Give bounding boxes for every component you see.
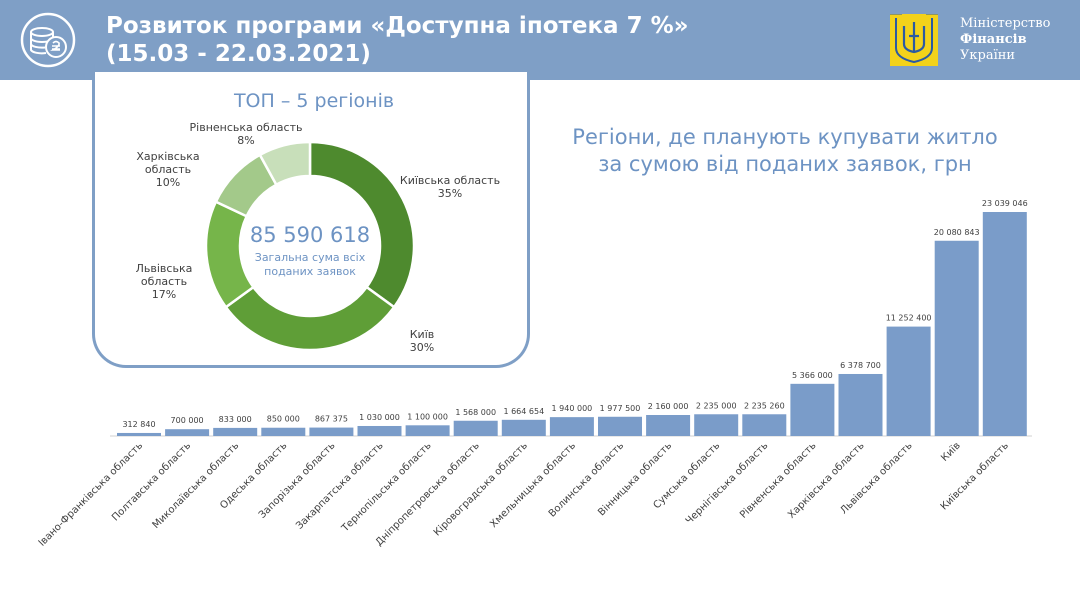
donut-center-value: 85 590 618 [250,223,370,247]
donut-center-caption-2: поданих заявок [264,265,356,278]
bar-value-label: 1 977 500 [600,404,641,413]
bar-category-label: Рівненська область [737,440,818,521]
bar-category-label: Миколаївська область [151,440,242,531]
bar-category-label: Київ [939,440,963,464]
donut-slice-label: Львівська область [136,262,193,288]
donut-slice-percent: 10% [156,176,180,189]
bar [357,425,402,436]
bar-value-label: 20 080 843 [934,228,980,237]
bar-value-label: 6 378 700 [840,361,881,370]
donut-slice-label: Київ [410,328,435,341]
bar-chart-title-line-2: за сумою від поданих заявок, грн [598,152,972,176]
bar [549,417,594,436]
ministry-line-3: України [960,48,1016,63]
bar [598,416,642,436]
bar [694,414,739,436]
bar [646,414,691,436]
bar [453,420,498,436]
donut-slice [224,285,396,352]
bar-value-label: 867 375 [315,415,348,424]
bar [982,212,1027,436]
bar-category-label: Запорізька область [256,440,337,521]
ministry-line-1: Міністерство [960,16,1051,31]
donut-center-caption-1: Загальна сума всіх [255,251,366,264]
bar [934,240,979,436]
bar [117,432,161,436]
bar [790,383,835,436]
bar-value-label: 1 940 000 [552,404,593,413]
header-banner: Розвиток програми «Доступна іпотека 7 %»… [0,0,1080,80]
bar [501,419,546,436]
donut-slice-percent: 30% [410,341,434,354]
bar [165,429,210,436]
donut-slice-label: Київська область [400,174,500,187]
ministry-line-2: Фінансів [960,32,1027,47]
bar-value-label: 312 840 [122,420,155,429]
bar-value-label: 2 235 000 [696,401,737,410]
donut-slice-label: Рівненська область [190,121,303,134]
bar-value-label: 2 235 260 [744,401,785,410]
bar-value-label: 5 366 000 [792,371,833,380]
bar-category-label: Харківська область [785,440,866,521]
bar-category-label: Тернопільська область [339,440,434,535]
page-title-line-2: (15.03 - 22.03.2021) [106,41,371,67]
bar-value-label: 1 568 000 [455,408,496,417]
bar-value-label: 700 000 [171,416,204,425]
bar-category-label: Івано-Франківська область [36,440,145,549]
donut-slice-percent: 35% [438,187,462,200]
donut-slice [258,140,312,187]
bar [838,373,883,436]
bar-category-label: Кіровоградська область [431,440,530,539]
bar-chart: 312 840 Івано-Франківська область 700 000 П… [36,199,1032,549]
bar-value-label: 2 160 000 [648,402,689,411]
bar-category-label: Чернігівська область [683,440,770,527]
bar-value-label: 1 100 000 [407,412,448,421]
page-title-line-1: Розвиток програми «Доступна іпотека 7 %» [106,13,689,39]
donut-slice-percent: 8% [237,134,254,147]
bar [405,425,450,436]
bar-chart-title-line-1: Регіони, де планують купувати житло [572,125,998,149]
bar-value-label: 833 000 [219,415,252,424]
bar-category-label: Закарпатська область [294,440,386,532]
coins-hryvnia-icon [20,12,76,68]
bar-category-label: Дніпропетровська область [373,440,482,549]
bar-chart-title: Регіони, де планують купувати житло за с… [560,124,1010,178]
bar-value-label: 850 000 [267,415,300,424]
donut-slice-percent: 17% [152,288,176,301]
bar [213,427,258,436]
bar [309,427,354,436]
donut-slice-label: Харківська область [136,150,199,176]
bar-value-label: 1 664 654 [503,407,544,416]
bar [742,414,787,436]
donut-title: ТОП – 5 регіонів [233,90,395,112]
bar-value-label: 11 252 400 [886,314,932,323]
bar [261,427,306,436]
bar-value-label: 1 030 000 [359,413,400,422]
bar-value-label: 23 039 046 [982,199,1028,208]
bar-category-label: Хмельницька область [488,440,578,530]
trident-emblem-icon [890,13,938,66]
bar-category-label: Полтавська область [110,440,193,523]
bar [886,326,931,436]
